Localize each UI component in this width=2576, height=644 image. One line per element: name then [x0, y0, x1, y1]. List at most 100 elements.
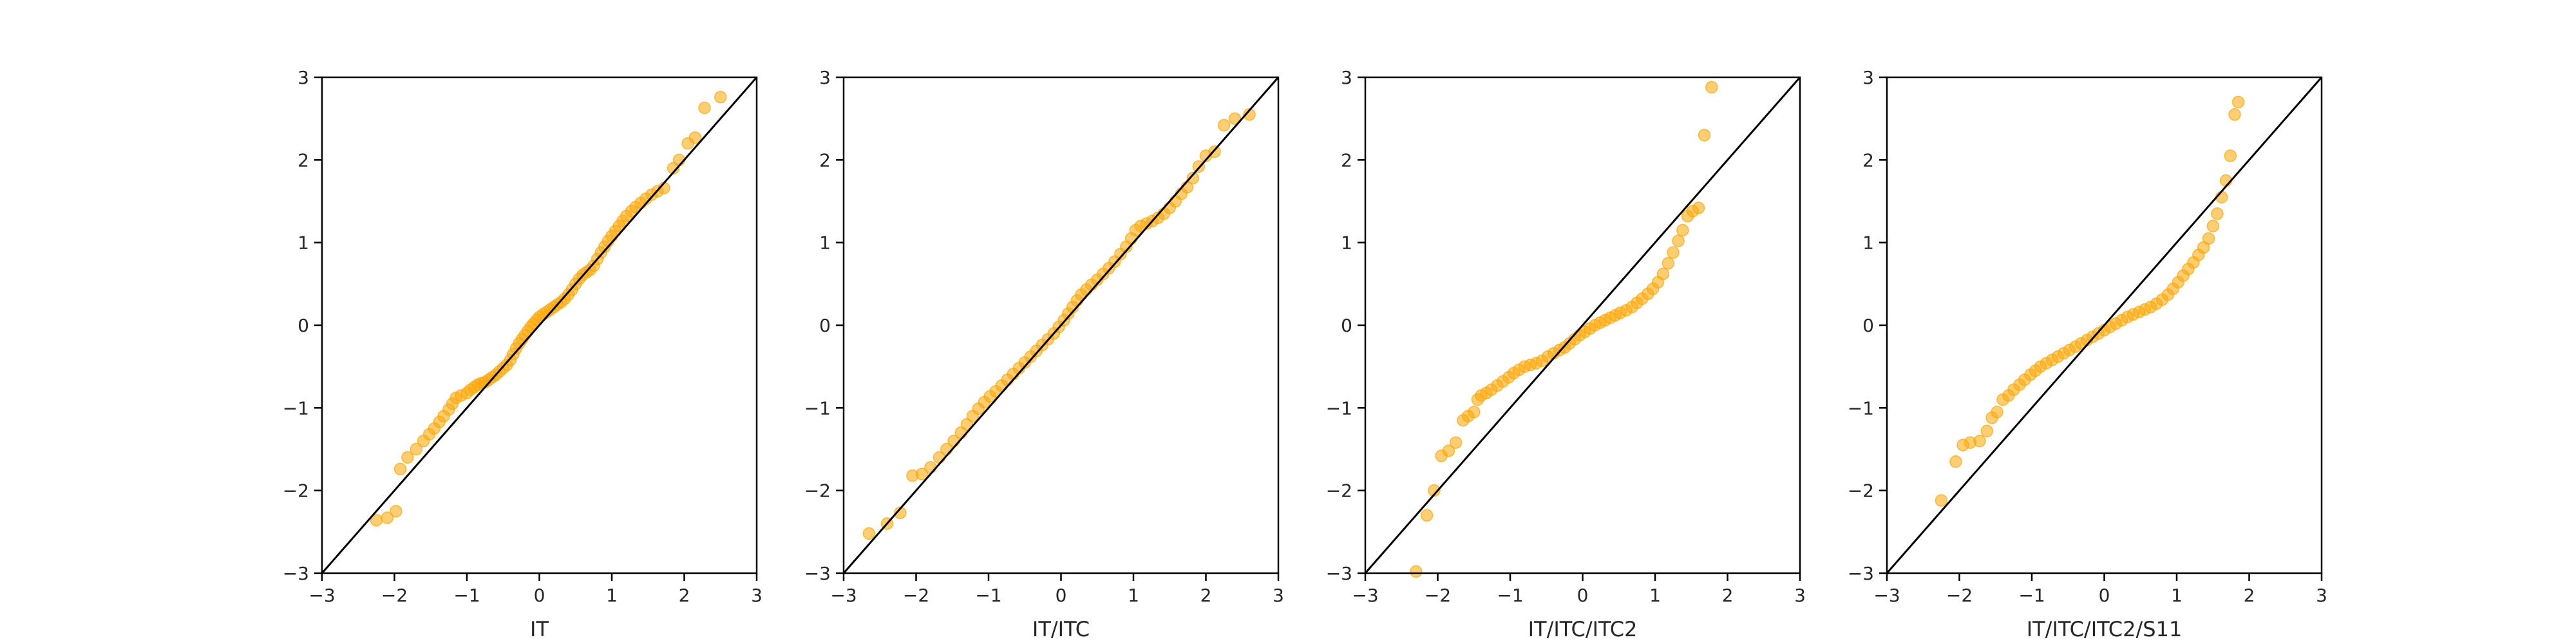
y-tick-label: −3	[804, 563, 831, 584]
panel-it-itc-itc2-s11: −3 −2 −1 0 1 2 3 −3 −2 −1 0 1 2 3 IT/ITC/ITC2/S11	[1848, 67, 2327, 641]
y-tick-label: 3	[1341, 67, 1352, 88]
x-tick-label: 1	[2171, 585, 2183, 606]
x-tick-label: 3	[2316, 585, 2327, 606]
data-point	[1676, 223, 1689, 237]
data-point	[1662, 257, 1675, 270]
xlabel-it-itc-itc2-s11: IT/ITC/ITC2/S11	[2027, 617, 2183, 641]
data-point	[410, 442, 423, 456]
x-tick-label: −1	[2018, 585, 2045, 606]
reference-line	[1364, 77, 1801, 574]
y-tick-label: −2	[283, 480, 309, 502]
x-tick-label: 1	[606, 585, 618, 606]
data-point	[924, 460, 937, 474]
y-tick-label: −2	[1326, 480, 1352, 502]
y-tick-label: 0	[1341, 315, 1352, 336]
scatter-points	[1410, 80, 1718, 578]
x-tick-label: −2	[1425, 585, 1451, 606]
data-point	[2211, 207, 2224, 220]
y-tick-label: −1	[283, 397, 309, 419]
x-tick-label: 2	[2244, 585, 2255, 606]
x-tick-label: −3	[1873, 585, 1900, 606]
data-point	[1705, 80, 1718, 94]
data-point	[1672, 234, 1685, 247]
x-tick-label: 0	[1056, 585, 1067, 606]
x-tick-label: −1	[453, 585, 480, 606]
y-tick-label: −3	[1848, 563, 1874, 584]
data-point	[401, 451, 414, 464]
x-tick-label: 2	[679, 585, 690, 606]
y-tick-label: −2	[1848, 480, 1874, 502]
x-tick-label: 1	[1128, 585, 1139, 606]
data-point	[1698, 129, 1711, 142]
x-tick-label: 1	[1649, 585, 1661, 606]
data-point	[1468, 406, 1481, 419]
y-tick-label: −3	[283, 563, 309, 584]
data-point	[390, 505, 402, 518]
y-tick-label: −2	[804, 480, 831, 502]
data-point	[1186, 171, 1200, 185]
y-tick-label: 0	[819, 315, 831, 336]
data-point	[2224, 149, 2237, 162]
x-tick-label: −2	[381, 585, 408, 606]
data-point	[381, 511, 394, 524]
y-tick-label: −1	[1848, 397, 1874, 419]
data-point	[1949, 455, 1962, 468]
data-point	[1973, 434, 1986, 448]
data-point	[1442, 444, 1455, 457]
data-point	[1410, 565, 1423, 578]
y-tick-label: 2	[819, 149, 831, 171]
data-point	[714, 91, 727, 104]
data-point	[1428, 484, 1441, 497]
reference-line	[1886, 77, 2323, 574]
scatter-points	[1935, 95, 2245, 507]
data-point	[1935, 494, 1948, 507]
y-tick-label: 3	[1862, 67, 1874, 88]
data-point	[1243, 108, 1256, 121]
x-tick-label: 3	[1794, 585, 1806, 606]
x-tick-label: 3	[1273, 585, 1284, 606]
data-point	[1449, 436, 1463, 449]
data-point	[1991, 406, 2003, 419]
data-point	[2206, 220, 2220, 232]
data-point	[1692, 202, 1705, 214]
y-tick-label: −1	[804, 397, 831, 419]
x-tick-label: 2	[1722, 585, 1734, 606]
y-tick-label: −3	[1326, 563, 1352, 584]
panel-it: −3 −2 −1 0 1 2 3 −3 −2 −1 0 1 2 3 IT	[283, 67, 762, 641]
y-tick-label: 2	[1862, 149, 1874, 171]
data-point	[393, 462, 407, 476]
scatter-points	[370, 91, 727, 527]
y-tick-label: 3	[819, 67, 831, 88]
reference-line	[842, 77, 1280, 574]
data-point	[698, 101, 711, 115]
y-tick-label: 1	[819, 232, 831, 254]
panel-it-itc-itc2: −3 −2 −1 0 1 2 3 −3 −2 −1 0 1 2 3 IT/ITC/ITC2	[1326, 67, 1806, 641]
x-tick-label: 0	[534, 585, 545, 606]
x-tick-label: 0	[2099, 585, 2110, 606]
data-point	[2231, 95, 2245, 109]
y-tick-label: 1	[1341, 232, 1352, 254]
y-tick-label: 0	[298, 315, 309, 336]
y-tick-label: 1	[1862, 232, 1874, 254]
x-tick-label: −2	[1946, 585, 1973, 606]
x-tick-label: −1	[975, 585, 1001, 606]
y-tick-label: 1	[298, 232, 309, 254]
xlabel-it-itc: IT/ITC	[1032, 617, 1090, 641]
y-tick-label: 3	[298, 67, 309, 88]
data-point	[1980, 424, 1994, 438]
x-tick-label: −3	[308, 585, 335, 606]
x-tick-label: −2	[903, 585, 929, 606]
y-tick-label: 0	[1862, 315, 1874, 336]
x-tick-label: −3	[830, 585, 857, 606]
data-point	[862, 527, 876, 540]
x-tick-label: −3	[1352, 585, 1378, 606]
y-tick-label: 2	[1341, 149, 1352, 171]
data-point	[1228, 112, 1242, 125]
data-point	[1420, 509, 1434, 522]
panel-it-itc: −3 −2 −1 0 1 2 3 −3 −2 −1 0 1 2 3 IT/ITC	[804, 67, 1284, 641]
data-point	[1656, 267, 1670, 281]
scatter-points	[862, 108, 1256, 540]
data-point	[688, 131, 702, 144]
y-tick-label: −1	[1326, 397, 1352, 419]
